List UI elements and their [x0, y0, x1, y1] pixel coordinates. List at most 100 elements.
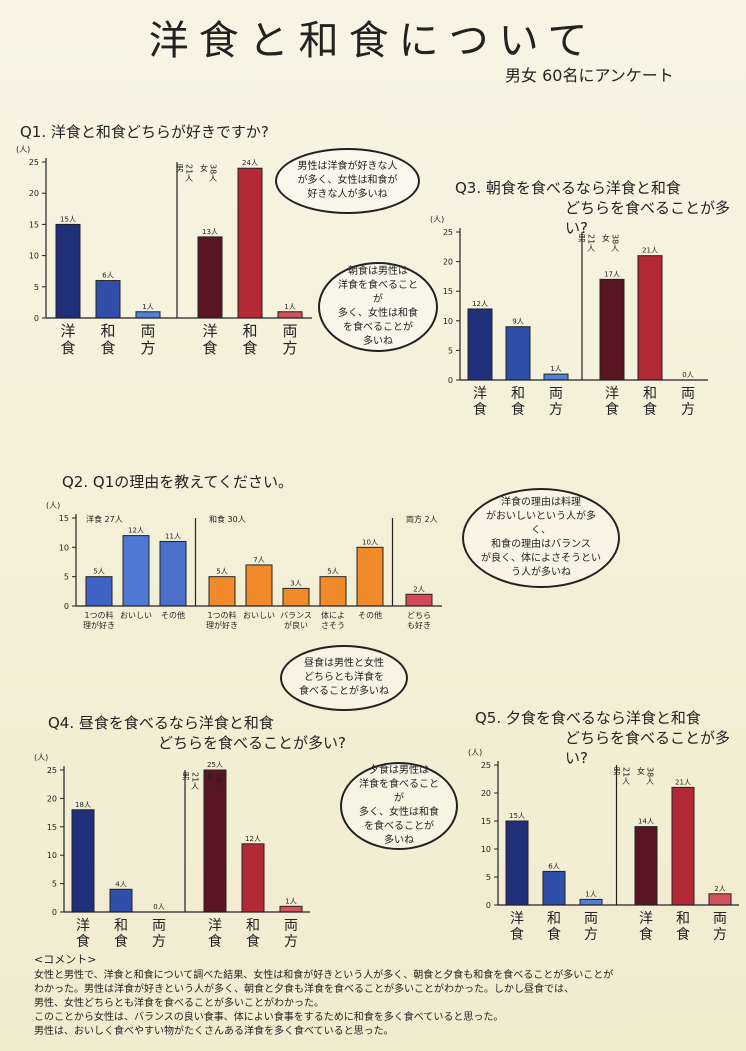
group-label: 女 [206, 771, 215, 781]
poster-title: 洋食と和食について [148, 18, 598, 64]
y-tick-label: 25 [47, 766, 57, 775]
bar [634, 826, 658, 906]
y-tick-label: 15 [481, 817, 491, 826]
category-label: 食 [511, 401, 525, 418]
bar-value-label: 5人 [93, 568, 104, 576]
bar-value-label: 6人 [548, 862, 559, 870]
group-label: 両方 2人 [406, 514, 438, 524]
group-label: 38人 [646, 767, 655, 785]
bar-value-label: 14人 [638, 818, 654, 826]
y-tick-label: 5 [64, 573, 69, 582]
category-label: さそう [321, 621, 345, 630]
bubble-q2-line: が良く、体によさそうとい [481, 553, 601, 564]
category-label: 食 [114, 933, 128, 950]
bar [95, 280, 121, 319]
y-tick-label: 25 [443, 228, 453, 237]
category-label: 食 [473, 401, 487, 418]
category-label: 食 [246, 933, 260, 950]
bar-value-label: 0人 [682, 371, 693, 379]
comments-heading: <コメント> [34, 953, 97, 966]
bubble-q3-line: 朝食は男性は [348, 266, 408, 277]
category-label: 和 [676, 911, 690, 927]
bubble-q1-line: 男性は洋食が好きな人 [297, 161, 398, 172]
bar [245, 564, 273, 607]
bar [237, 167, 263, 319]
y-tick-label: 15 [47, 823, 57, 832]
bar-value-label: 1人 [285, 897, 296, 905]
category-label: 洋 [639, 911, 653, 927]
question-q1-line: Q1. 洋食と和食どちらが好きですか? [20, 123, 269, 141]
bubble-q2-line: がおいしいという人が多く、 [486, 511, 596, 536]
category-label: も好き [407, 620, 431, 630]
bubble-q3-line: を食べることが [343, 322, 413, 333]
bar [599, 278, 625, 381]
question-q2: Q2. Q1の理由を教えてください。 [62, 472, 293, 492]
y-tick-label: 5 [34, 283, 39, 292]
category-label: 洋 [76, 918, 90, 934]
category-label: 方 [713, 927, 727, 943]
bar [708, 893, 732, 906]
bubble-q3-line: 洋食を食べることが [338, 280, 418, 305]
bar-value-label: 15人 [60, 215, 76, 223]
y-tick-label: 10 [481, 845, 491, 854]
y-axis-label: (人) [34, 753, 48, 762]
bar-value-label: 25人 [207, 761, 223, 769]
y-tick-label: 25 [481, 761, 491, 770]
bar [505, 820, 529, 906]
bar-value-label: 5人 [216, 568, 227, 576]
bar [277, 311, 303, 319]
category-label: 両 [584, 911, 598, 927]
bar-value-label: 12人 [128, 527, 144, 535]
category-label: 和 [242, 322, 257, 340]
bubble-q5-line: 洋食を食べることが [359, 779, 439, 804]
bar-value-label: 1人 [550, 365, 561, 373]
category-label: 食 [100, 339, 115, 357]
y-tick-label: 0 [52, 908, 57, 917]
group-label: 21人 [191, 772, 200, 790]
bubble-q5: 夕食は男性は 洋食を食べることが 多く、女性は和食 を食べることが 多いね [340, 762, 458, 850]
category-label: 和 [114, 918, 128, 934]
bar [159, 540, 187, 607]
category-label: 食 [60, 339, 75, 357]
category-label: 両 [713, 911, 727, 927]
group-label: 38人 [611, 234, 620, 252]
bar-value-label: 3人 [290, 579, 301, 587]
bar-value-label: 1人 [585, 890, 596, 898]
bar [122, 535, 150, 607]
category-label: 洋 [60, 322, 75, 340]
category-label: おいしい [243, 611, 275, 620]
bar-value-label: 12人 [472, 300, 488, 308]
group-label: 21人 [587, 234, 596, 252]
y-tick-label: 0 [64, 602, 69, 611]
y-tick-label: 0 [486, 901, 491, 910]
bar-value-label: 5人 [327, 568, 338, 576]
category-label: 食 [242, 339, 257, 357]
question-q5-line: どちらを食べることが多い? [565, 729, 731, 767]
y-tick-label: 20 [443, 258, 453, 267]
bar [405, 593, 433, 607]
bar-value-label: 0人 [153, 903, 164, 911]
category-label: 食 [605, 401, 619, 418]
category-label: バランス [280, 611, 312, 620]
bar [279, 905, 303, 913]
bar [197, 236, 223, 319]
y-tick-label: 20 [29, 189, 39, 198]
bar-value-label: 6人 [102, 272, 113, 280]
category-label: 両 [284, 918, 298, 934]
question-q3-line: Q3. 朝食を食べるなら洋食と和食 [455, 179, 681, 197]
category-label: 方 [681, 402, 695, 418]
bubble-q2-line: う人が多いね [511, 567, 571, 578]
category-label: 食 [643, 401, 657, 418]
category-label: 食 [76, 933, 90, 950]
bar [241, 843, 265, 913]
category-label: 食 [676, 926, 690, 943]
y-tick-label: 10 [29, 252, 39, 261]
bar [542, 870, 566, 906]
bar-value-label: 2人 [413, 585, 424, 593]
category-label: 食 [202, 339, 217, 357]
y-tick-label: 5 [52, 880, 57, 889]
bar [55, 223, 81, 319]
